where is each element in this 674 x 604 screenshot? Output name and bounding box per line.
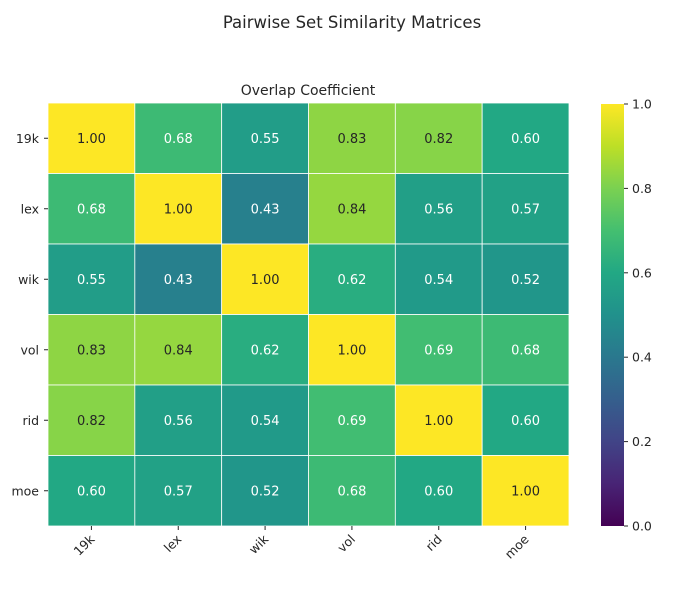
heatmap-cell	[308, 173, 396, 245]
heatmap-cell	[221, 384, 309, 456]
cell-value-label: 0.82	[424, 132, 453, 147]
colorbar-tick-label: 0.2	[632, 434, 652, 449]
y-tick-label: lex	[21, 201, 39, 216]
y-tick-label: wik	[18, 272, 40, 287]
heatmap-cell	[481, 243, 570, 315]
colorbar: 0.0 0.2 0.4 0.6 0.8 1.0	[601, 97, 652, 534]
colorbar-tick-label: 1.0	[632, 97, 652, 112]
cell-value-label: 1.00	[251, 273, 280, 288]
x-tick-label: moe	[502, 531, 532, 561]
x-tick-label: wik	[246, 531, 272, 557]
heatmap-cell	[394, 455, 483, 527]
cell-value-label: 0.84	[164, 343, 193, 358]
cell-value-label: 0.68	[511, 343, 540, 358]
heatmap-cell	[221, 243, 309, 315]
heatmap-cell	[481, 455, 570, 527]
heatmap-cells: 1.00 0.68 0.55 0.83 0.82 0.60 0.68 1.00 0.43 0.84…	[47, 102, 570, 527]
colorbar-tick-label: 0.0	[632, 519, 652, 534]
x-tick-label: rid	[423, 532, 445, 554]
heatmap-cell	[47, 102, 136, 174]
heatmap-cell	[481, 102, 570, 174]
cell-value-label: 0.62	[337, 273, 366, 288]
heatmap-cell	[308, 102, 396, 174]
heatmap-cell	[394, 102, 483, 174]
cell-value-label: 0.55	[251, 132, 280, 147]
y-tick-label: moe	[11, 483, 39, 498]
cell-value-label: 0.62	[251, 343, 280, 358]
cell-value-label: 0.69	[424, 343, 453, 358]
chart-title: Overlap Coefficient	[241, 83, 376, 99]
cell-value-label: 0.54	[251, 414, 280, 429]
cell-value-label: 0.60	[77, 484, 106, 499]
cell-value-label: 0.69	[337, 414, 366, 429]
cell-value-label: 0.54	[424, 273, 453, 288]
heatmap-cell	[134, 314, 223, 386]
cell-value-label: 0.68	[77, 202, 106, 217]
cell-value-label: 0.60	[424, 484, 453, 499]
heatmap-cell	[47, 243, 136, 315]
axis-labels: 19k lex wik vol rid moe 19k lex wik vol rid moe	[11, 131, 531, 562]
cell-value-label: 0.68	[337, 484, 366, 499]
heatmap-cell	[221, 102, 309, 174]
colorbar-tick-label: 0.4	[632, 350, 652, 365]
heatmap-cell	[481, 314, 570, 386]
cell-value-label: 0.52	[511, 273, 540, 288]
colorbar-tick-label: 0.6	[632, 265, 652, 280]
heatmap-cell	[481, 384, 570, 456]
cell-value-label: 0.43	[164, 273, 193, 288]
cell-value-label: 0.82	[77, 414, 106, 429]
cell-value-label: 1.00	[77, 132, 106, 147]
cell-value-label: 0.83	[77, 343, 106, 358]
heatmap-cell	[394, 384, 483, 456]
cell-value-label: 0.43	[251, 202, 280, 217]
cell-value-label: 1.00	[424, 414, 453, 429]
heatmap-cell	[47, 314, 136, 386]
cell-value-label: 0.52	[251, 484, 280, 499]
cell-value-label: 0.57	[164, 484, 193, 499]
heatmap-cell	[308, 314, 396, 386]
cell-value-label: 1.00	[337, 343, 366, 358]
y-tick-label: 19k	[16, 131, 40, 146]
cell-value-label: 1.00	[511, 484, 540, 499]
colorbar-scale	[601, 104, 624, 526]
cell-value-label: 0.57	[511, 202, 540, 217]
heatmap-cell	[394, 243, 483, 315]
cell-value-label: 0.84	[337, 202, 366, 217]
cell-value-label: 0.60	[511, 414, 540, 429]
figure-title: Pairwise Set Similarity Matrices	[223, 13, 481, 32]
heatmap-cell	[134, 173, 223, 245]
heatmap-cell	[221, 314, 309, 386]
colorbar-tick-label: 0.8	[632, 181, 652, 196]
cell-value-label: 0.55	[77, 273, 106, 288]
cell-value-label: 0.68	[164, 132, 193, 147]
x-tick-label: lex	[161, 532, 185, 556]
y-tick-label: vol	[20, 342, 39, 357]
cell-value-label: 0.56	[424, 202, 453, 217]
heatmap-cell	[394, 314, 483, 386]
cell-value-label: 0.60	[511, 132, 540, 147]
heatmap-cell	[308, 384, 396, 456]
x-tick-label: vol	[334, 532, 358, 556]
x-tick-label: 19k	[71, 531, 99, 559]
heatmap-cell	[47, 455, 136, 527]
cell-value-label: 0.56	[164, 414, 193, 429]
heatmap-cell	[481, 173, 570, 245]
heatmap-cell	[308, 243, 396, 315]
heatmap-cell	[134, 102, 223, 174]
cell-value-label: 0.83	[337, 132, 366, 147]
y-tick-label: rid	[22, 413, 39, 428]
cell-value-label: 1.00	[164, 202, 193, 217]
heatmap-cell	[134, 243, 223, 315]
heatmap-cell	[47, 384, 136, 456]
